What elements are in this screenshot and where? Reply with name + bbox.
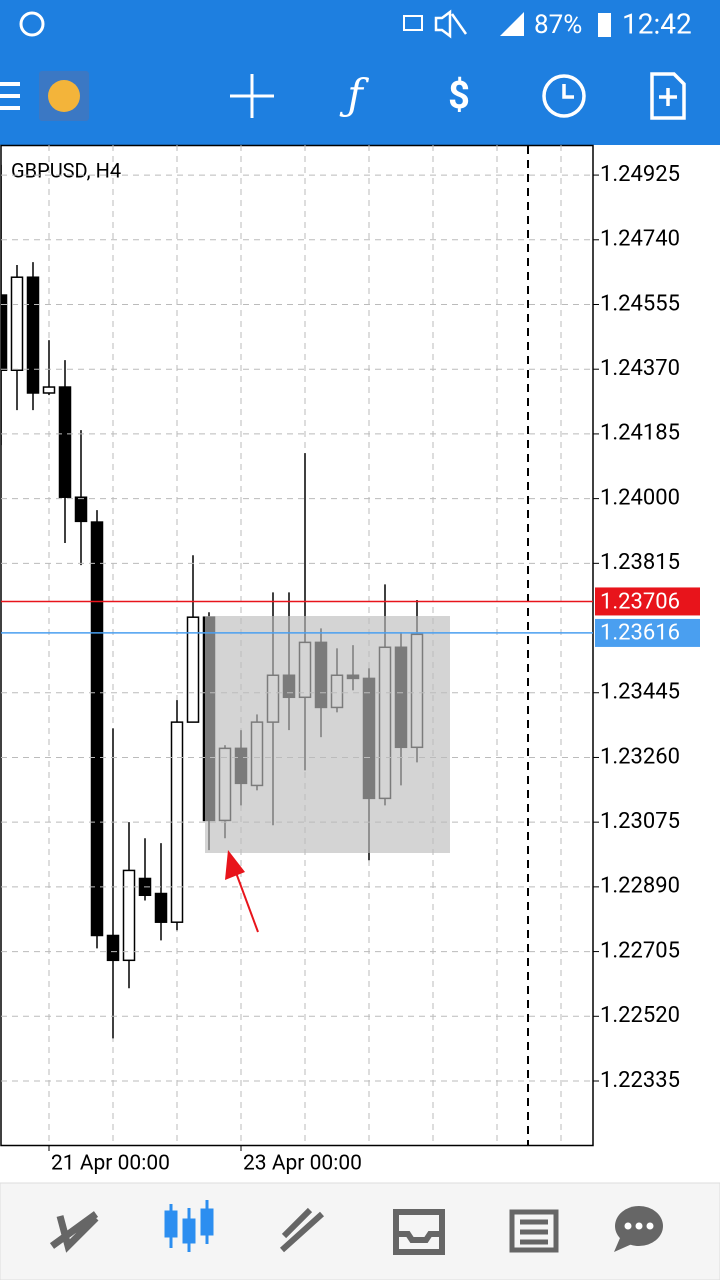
news-tab[interactable] — [509, 1209, 559, 1253]
arrow-annotation — [225, 850, 259, 933]
y-tick-label: 1.23260 — [600, 744, 680, 769]
candle-body — [106, 934, 120, 962]
candle-body — [1, 294, 8, 372]
y-tick-label: 1.24925 — [600, 162, 680, 187]
candle-body — [90, 521, 104, 937]
x-tick-label: 23 Apr 00:00 — [243, 1152, 362, 1176]
crosshair-button[interactable] — [230, 74, 274, 118]
chart-title: GBPUSD, H4 — [11, 158, 121, 182]
candle-body — [42, 386, 56, 394]
symbol-button[interactable]: $ — [448, 74, 470, 118]
y-tick-label: 1.22705 — [600, 938, 680, 963]
mute-icon — [434, 9, 468, 39]
y-tick-label: 1.23445 — [600, 680, 680, 705]
y-tick-label: 1.22520 — [600, 1003, 680, 1028]
battery-text: 87% — [534, 10, 582, 40]
signal-icon — [500, 12, 524, 36]
y-tick-label: 1.22890 — [600, 874, 680, 899]
y-tick-label: 1.22335 — [600, 1068, 680, 1093]
menu-button[interactable] — [0, 82, 20, 110]
y-tick-label: 1.23815 — [600, 550, 680, 575]
quotes-tab[interactable] — [49, 1211, 99, 1253]
clock: 12:42 — [622, 7, 692, 40]
objects-button[interactable] — [650, 72, 686, 120]
bottom-nav — [0, 1182, 720, 1280]
chat-tab[interactable] — [614, 1206, 663, 1252]
candle-body — [186, 616, 200, 723]
price-label-box — [595, 618, 700, 647]
candle-body — [74, 496, 88, 523]
app-icon — [19, 11, 45, 37]
battery-icon — [598, 13, 611, 37]
candle-body — [26, 276, 40, 394]
y-tick-label: 1.24555 — [600, 291, 680, 316]
y-tick-label: 1.24185 — [600, 421, 680, 446]
cast-icon — [403, 15, 423, 31]
chart-tab[interactable] — [164, 1200, 214, 1252]
x-tick-label: 21 Apr 00:00 — [51, 1152, 170, 1176]
price-label-box — [595, 587, 700, 616]
candle-body — [122, 869, 136, 962]
rectangle-object[interactable] — [205, 616, 450, 853]
candle-body — [154, 892, 168, 923]
y-tick-label: 1.24370 — [600, 356, 680, 381]
price-label: 1.23616 — [600, 621, 680, 646]
candle-body — [10, 276, 24, 372]
y-tick-label: 1.24000 — [600, 485, 680, 510]
y-tick-label: 1.24740 — [600, 227, 680, 252]
trade-tab[interactable] — [279, 1207, 325, 1253]
price-label: 1.23706 — [600, 589, 680, 614]
history-tab[interactable] — [393, 1209, 445, 1255]
candle-body — [58, 386, 72, 498]
timeframe-button[interactable] — [542, 74, 586, 118]
y-tick-label: 1.23075 — [600, 809, 680, 834]
